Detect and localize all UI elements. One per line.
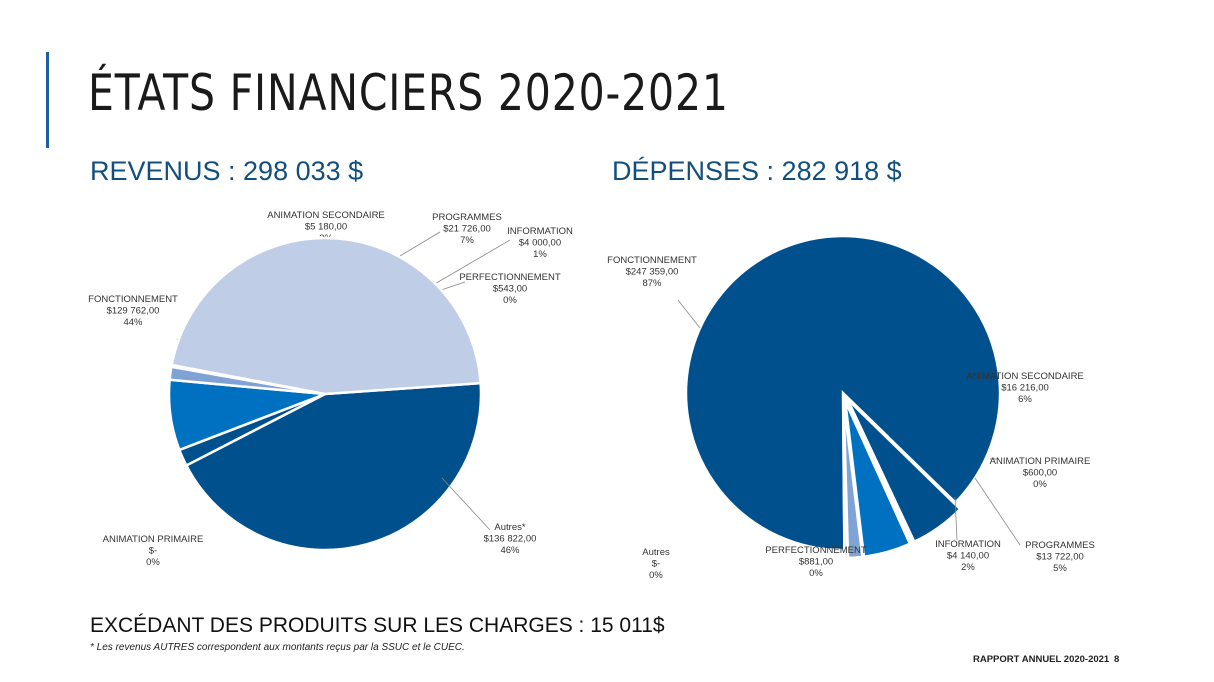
slice-label-animation-primaire: ANIMATION PRIMAIRE $-0% bbox=[103, 534, 204, 568]
slice-label-fonctionnement: FONCTIONNEMENT $129 762,00 44% bbox=[88, 294, 178, 328]
leader-line-information bbox=[954, 496, 958, 541]
leader-line-perfectionnement bbox=[440, 281, 466, 291]
page-title: ÉTATS FINANCIERS 2020-2021 bbox=[88, 64, 729, 122]
leader-line-information bbox=[432, 239, 511, 286]
slice-label-programmes: PROGRAMMES $13 722,00 5% bbox=[1025, 540, 1095, 574]
pie-slice-perfectionnement bbox=[841, 400, 849, 560]
slice-label-animation-primaire: ANIMATION PRIMAIRE $600,00 0% bbox=[990, 456, 1091, 490]
pie-slice-animation-primaire bbox=[845, 399, 915, 545]
pie-slice-fonctionnement bbox=[684, 234, 1002, 552]
leader-line-programmes bbox=[399, 231, 441, 257]
report-footer: RAPPORT ANNUEL 2020-2021 bbox=[973, 654, 1110, 665]
slice-label-animation-secondaire: ANIMATION SECONDAIRE $16 216,00 6% bbox=[966, 371, 1084, 405]
slice-label-programmes: PROGRAMMES $21 726,00 7% bbox=[432, 212, 502, 246]
revenus-title: REVENUS : 298 033 $ bbox=[90, 156, 364, 186]
slice-label-fonctionnement: FONCTIONNEMENT $247 359,00 87% bbox=[607, 255, 697, 289]
surplus-summary: EXCÉDANT DES PRODUITS SUR LES CHARGES : … bbox=[90, 614, 665, 637]
slice-label-autres: Autres* $136 822,00 46% bbox=[484, 522, 537, 556]
leader-line-fonctionnement bbox=[677, 299, 701, 329]
pie-slice-programmes bbox=[843, 400, 912, 558]
pie-slice-fonctionnement bbox=[184, 381, 483, 552]
title-accent-bar bbox=[46, 52, 49, 148]
slice-label-perfectionnement: PERFECTIONNEMENT $543,00 0% bbox=[459, 272, 561, 306]
depenses-title: DÉPENSES : 282 918 $ bbox=[612, 156, 902, 186]
page-number: 8 bbox=[1114, 654, 1120, 665]
pie-slice-autres bbox=[170, 236, 482, 396]
slice-label-information: INFORMATION $4 140,00 2% bbox=[935, 539, 1001, 573]
leader-line-programmes bbox=[974, 477, 1021, 546]
pie-slice-animation-secondaire bbox=[846, 398, 962, 544]
slice-label-information: INFORMATION $4 000,00 1% bbox=[507, 226, 573, 260]
footnote: * Les revenus AUTRES correspondent aux m… bbox=[90, 642, 465, 653]
leader-line-autres bbox=[441, 477, 491, 531]
revenus-pie: FONCTIONNEMENT $129 762,00 44%ANIMATION SE… bbox=[88, 210, 573, 568]
depenses-pie: FONCTIONNEMENT $247 359,00 87% ANIMATION SE… bbox=[607, 234, 1095, 581]
slice-label-autres: Autres $-0% bbox=[642, 547, 670, 581]
slice-label-perfectionnement: PERFECTIONNEMENT $881,00 0% bbox=[765, 545, 867, 579]
